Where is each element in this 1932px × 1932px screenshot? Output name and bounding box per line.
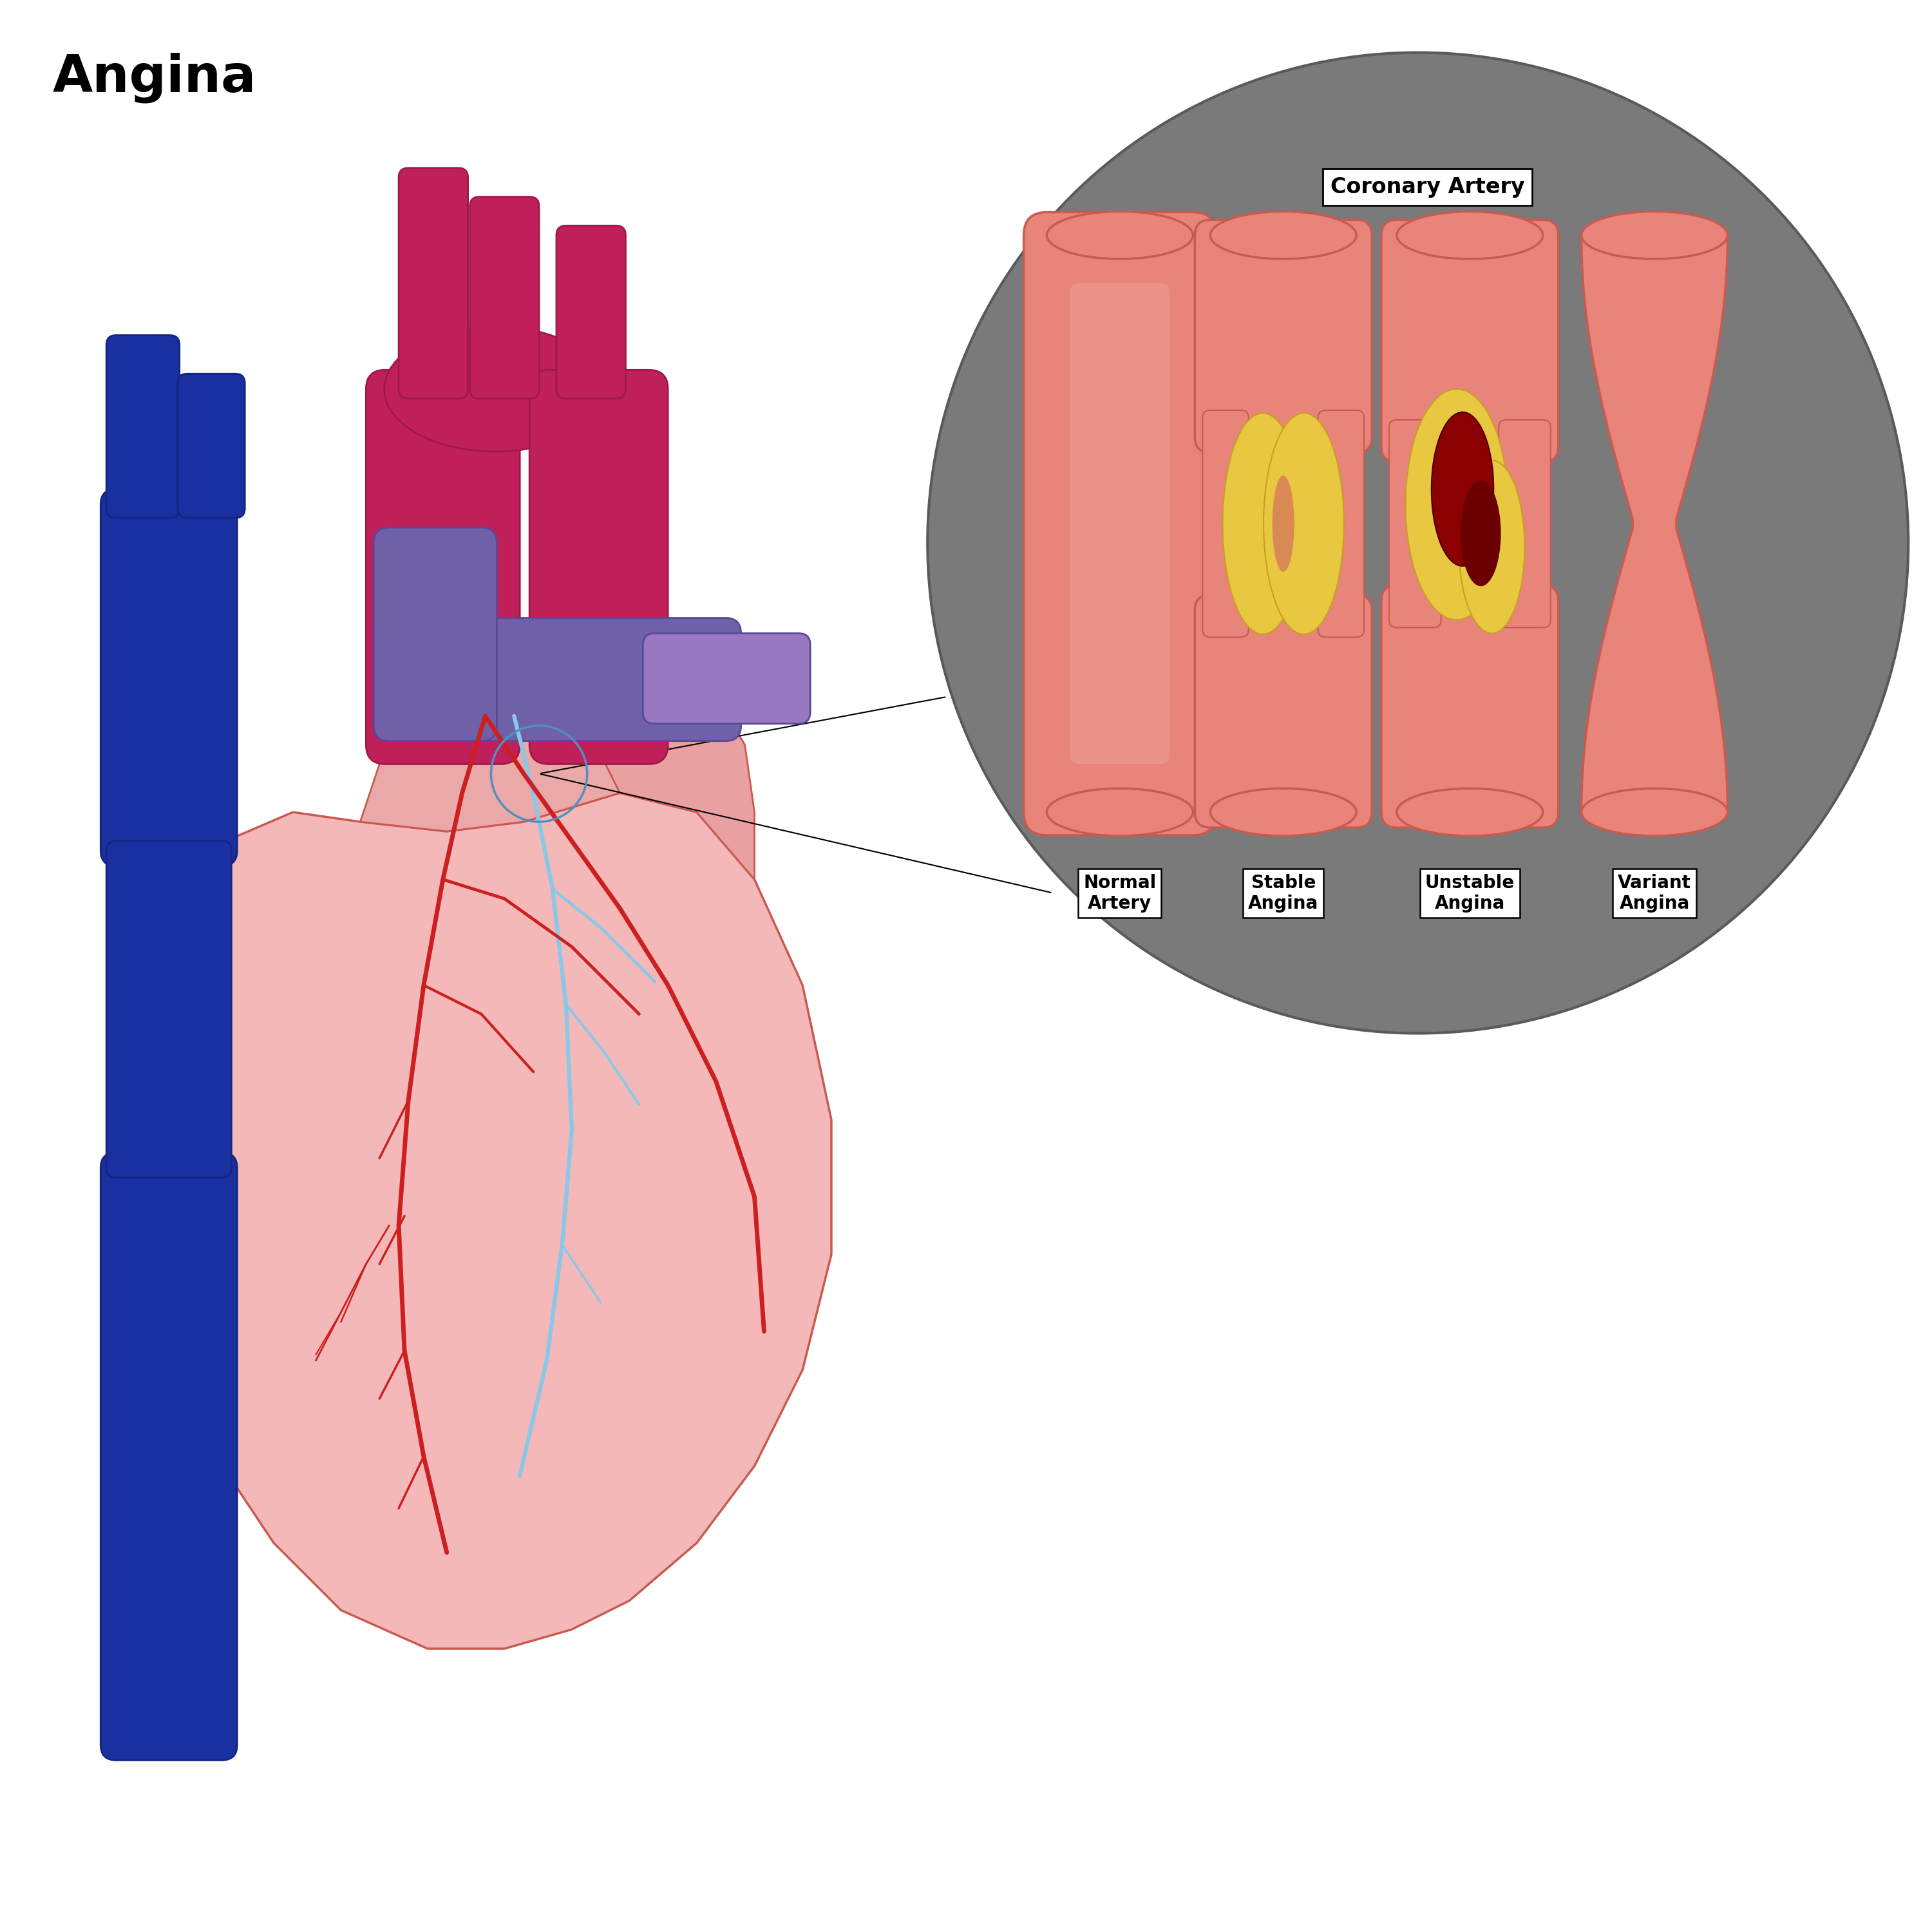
Text: Variant
Angina: Variant Angina <box>1617 873 1690 912</box>
Polygon shape <box>129 792 831 1648</box>
Ellipse shape <box>1047 788 1192 837</box>
Ellipse shape <box>1047 211 1192 259</box>
Ellipse shape <box>1406 388 1507 620</box>
FancyBboxPatch shape <box>373 527 497 742</box>
FancyBboxPatch shape <box>469 197 539 398</box>
Text: Unstable
Angina: Unstable Angina <box>1426 873 1515 912</box>
Polygon shape <box>359 688 620 831</box>
Ellipse shape <box>1397 788 1544 837</box>
FancyBboxPatch shape <box>1194 595 1372 827</box>
FancyBboxPatch shape <box>373 618 742 742</box>
Ellipse shape <box>1264 413 1345 634</box>
Ellipse shape <box>384 327 605 452</box>
Ellipse shape <box>1397 211 1544 259</box>
FancyBboxPatch shape <box>106 840 232 1177</box>
Circle shape <box>927 52 1909 1034</box>
FancyBboxPatch shape <box>529 369 668 763</box>
Text: Normal
Artery: Normal Artery <box>1084 873 1157 912</box>
Ellipse shape <box>1209 788 1356 837</box>
Text: Stable
Angina: Stable Angina <box>1248 873 1318 912</box>
FancyBboxPatch shape <box>1202 410 1248 638</box>
Ellipse shape <box>1273 475 1294 572</box>
Text: Coronary Artery: Coronary Artery <box>1331 176 1524 197</box>
FancyBboxPatch shape <box>106 336 180 518</box>
FancyBboxPatch shape <box>1499 419 1551 628</box>
FancyBboxPatch shape <box>100 1153 238 1760</box>
FancyBboxPatch shape <box>100 489 238 866</box>
Ellipse shape <box>1209 211 1356 259</box>
FancyBboxPatch shape <box>178 373 245 518</box>
Ellipse shape <box>1459 460 1524 634</box>
FancyBboxPatch shape <box>556 226 626 398</box>
Ellipse shape <box>1582 788 1727 837</box>
Polygon shape <box>1582 236 1727 811</box>
FancyBboxPatch shape <box>1070 284 1169 763</box>
Ellipse shape <box>1223 413 1302 634</box>
Ellipse shape <box>1461 481 1501 585</box>
FancyBboxPatch shape <box>1024 213 1215 835</box>
FancyBboxPatch shape <box>1381 585 1559 827</box>
FancyBboxPatch shape <box>643 634 810 724</box>
Polygon shape <box>524 678 755 879</box>
Text: Angina: Angina <box>52 52 257 102</box>
FancyBboxPatch shape <box>365 369 520 763</box>
FancyBboxPatch shape <box>1194 220 1372 452</box>
FancyBboxPatch shape <box>1318 410 1364 638</box>
FancyBboxPatch shape <box>1381 220 1559 462</box>
FancyBboxPatch shape <box>1389 419 1441 628</box>
Ellipse shape <box>1582 211 1727 259</box>
Ellipse shape <box>1432 412 1493 566</box>
FancyBboxPatch shape <box>398 168 468 398</box>
